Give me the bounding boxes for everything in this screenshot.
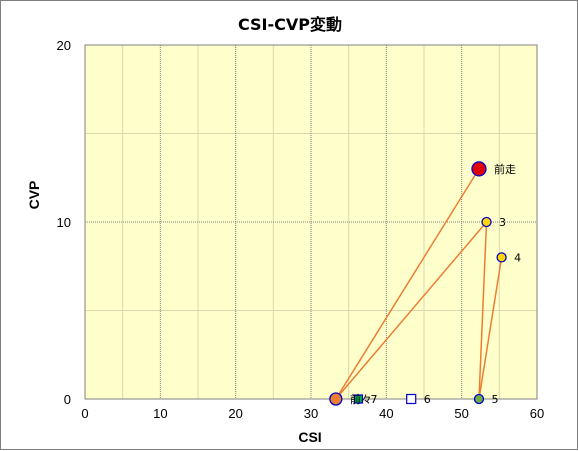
x-tick-label: 10 bbox=[153, 406, 167, 421]
data-point-marker bbox=[473, 393, 485, 405]
x-tick-label: 0 bbox=[81, 406, 88, 421]
data-point-marker bbox=[481, 216, 492, 228]
x-tick-label: 40 bbox=[379, 406, 393, 421]
y-tick-label: 0 bbox=[64, 392, 71, 407]
x-axis-label: CSI bbox=[298, 429, 321, 445]
data-point-label: 4 bbox=[514, 251, 521, 264]
data-point-marker bbox=[496, 252, 507, 263]
data-point-label: 7 bbox=[370, 393, 377, 406]
data-point-marker bbox=[406, 393, 417, 405]
data-point-label: 6 bbox=[424, 393, 431, 406]
plot-border bbox=[84, 44, 538, 400]
data-point-label: 前走 bbox=[494, 162, 516, 176]
y-axis-label: CVP bbox=[26, 181, 42, 210]
data-point-marker bbox=[329, 392, 343, 406]
data-point-label: 前々 bbox=[350, 392, 372, 406]
data-point-marker bbox=[471, 161, 487, 177]
y-tick-label: 20 bbox=[57, 38, 71, 53]
data-point-label: 3 bbox=[499, 216, 506, 229]
chart-title: CSI-CVP変動 bbox=[238, 15, 342, 34]
x-tick-label: 20 bbox=[228, 406, 242, 421]
point-labels: 前走 3 4 5 6 7前々 bbox=[350, 162, 521, 406]
x-tick-label: 50 bbox=[454, 406, 468, 421]
data-point-marker bbox=[353, 394, 364, 404]
data-point-label: 5 bbox=[491, 393, 498, 406]
x-axis-ticks: 0 10 20 30 40 50 60 bbox=[81, 406, 544, 421]
x-tick-label: 30 bbox=[304, 406, 318, 421]
y-axis-ticks: 0 10 20 bbox=[57, 38, 71, 407]
x-tick-label: 60 bbox=[530, 406, 544, 421]
data-points bbox=[329, 161, 507, 406]
y-tick-label: 10 bbox=[57, 215, 71, 230]
grid-lines bbox=[85, 45, 537, 399]
